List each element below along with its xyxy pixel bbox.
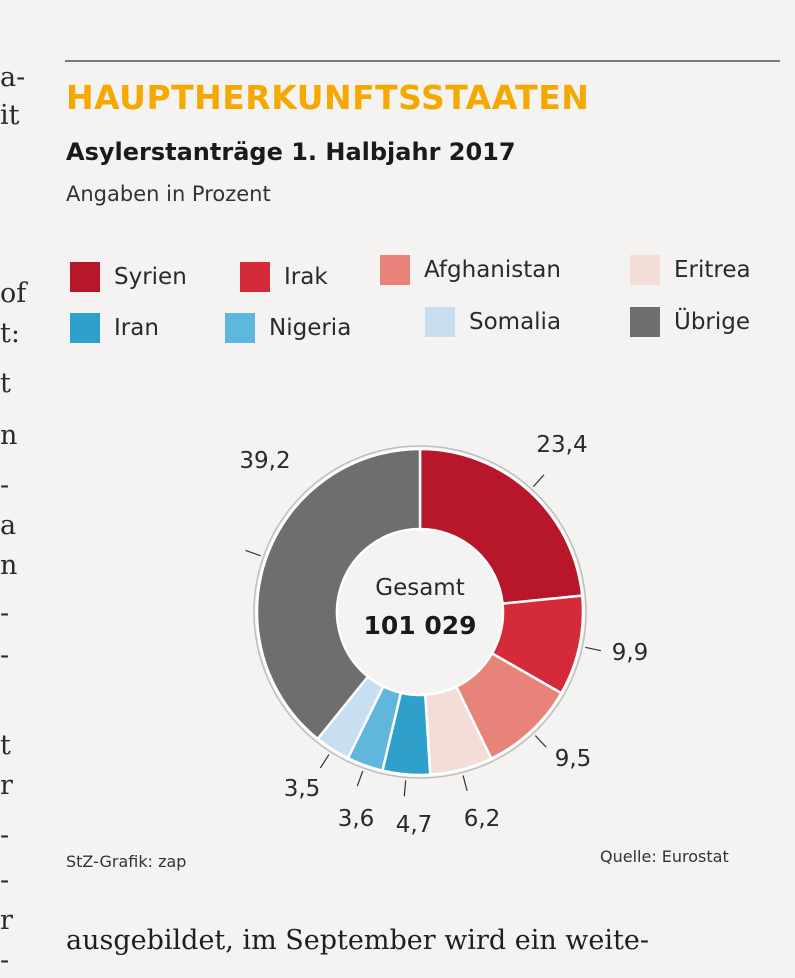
value-label-afghanistan: 9,5 [555, 746, 592, 772]
leader-line [403, 780, 407, 797]
legend-item-übrige: Übrige [630, 307, 750, 337]
value-label-somalia: 3,5 [284, 776, 321, 802]
margin-fragment: r [0, 770, 13, 801]
value-label-syrien: 23,4 [536, 432, 587, 458]
margin-fragment: t [0, 730, 11, 761]
value-label-irak: 9,9 [612, 640, 649, 666]
margin-fragment: - [0, 945, 10, 976]
legend-label: Afghanistan [424, 257, 561, 283]
margin-fragment: n [0, 550, 18, 581]
value-label-nigeria: 3,6 [338, 806, 375, 832]
legend-item-irak: Irak [240, 262, 328, 292]
chart-title: HAUPTHERKUNFTSSTAATEN [66, 78, 590, 117]
leader-line [585, 646, 602, 652]
value-label-eritrea: 6,2 [464, 806, 501, 832]
value-label-übrige: 39,2 [239, 448, 290, 474]
top-divider [65, 60, 780, 62]
legend-swatch [630, 307, 660, 337]
legend-item-iran: Iran [70, 313, 159, 343]
legend-label: Somalia [469, 309, 562, 335]
margin-fragment: - [0, 640, 10, 671]
legend-label: Irak [284, 264, 328, 290]
legend-swatch [380, 255, 410, 285]
legend-label: Syrien [114, 264, 187, 290]
leader-line [532, 474, 545, 488]
leader-line [534, 735, 547, 748]
chart-source: Quelle: Eurostat [600, 847, 729, 866]
slice-syrien [418, 447, 584, 606]
legend-swatch [225, 313, 255, 343]
margin-fragment: - [0, 470, 10, 501]
margin-fragment: n [0, 420, 18, 451]
value-label-iran: 4,7 [396, 812, 433, 838]
leader-line [319, 754, 330, 769]
legend-item-somalia: Somalia [425, 307, 561, 337]
legend-label: Eritrea [674, 257, 751, 283]
legend-item-eritrea: Eritrea [630, 255, 751, 285]
legend-label: Nigeria [269, 315, 352, 341]
margin-fragment: of [0, 278, 27, 309]
leader-line [245, 549, 261, 557]
legend-swatch [70, 313, 100, 343]
legend-label: Iran [114, 315, 159, 341]
margin-fragment: t [0, 368, 11, 399]
donut-outline [253, 445, 587, 779]
margin-fragment: - [0, 820, 10, 851]
center-label: Gesamt [375, 575, 464, 601]
margin-fragment: a [0, 510, 17, 541]
leader-line [356, 770, 364, 787]
chart-credit: StZ-Grafik: zap [66, 852, 187, 871]
margin-fragment: - [0, 598, 10, 629]
legend-swatch [425, 307, 455, 337]
legend-swatch [240, 262, 270, 292]
article-continuation-text: ausgebildet, im September wird ein weite… [66, 925, 649, 956]
legend-label: Übrige [674, 309, 751, 335]
center-value: 101 029 [363, 611, 476, 640]
margin-fragment: it [0, 100, 20, 131]
legend-swatch [630, 255, 660, 285]
slice-übrige [255, 447, 422, 741]
chart-subtitle: Asylerstanträge 1. Halbjahr 2017 [66, 138, 516, 166]
previous-column-text: a-it of t: t n - a n - - t r - - r - [0, 0, 30, 978]
margin-fragment: t: [0, 318, 20, 349]
unit-note: Angaben in Prozent [66, 182, 271, 206]
margin-fragment: r [0, 905, 13, 936]
legend-swatch [70, 262, 100, 292]
margin-fragment: - [0, 865, 10, 896]
legend-item-nigeria: Nigeria [225, 313, 351, 343]
margin-fragment: a- [0, 62, 26, 93]
leader-line [462, 775, 468, 792]
legend-item-syrien: Syrien [70, 262, 187, 292]
legend-item-afghanistan: Afghanistan [380, 255, 561, 285]
